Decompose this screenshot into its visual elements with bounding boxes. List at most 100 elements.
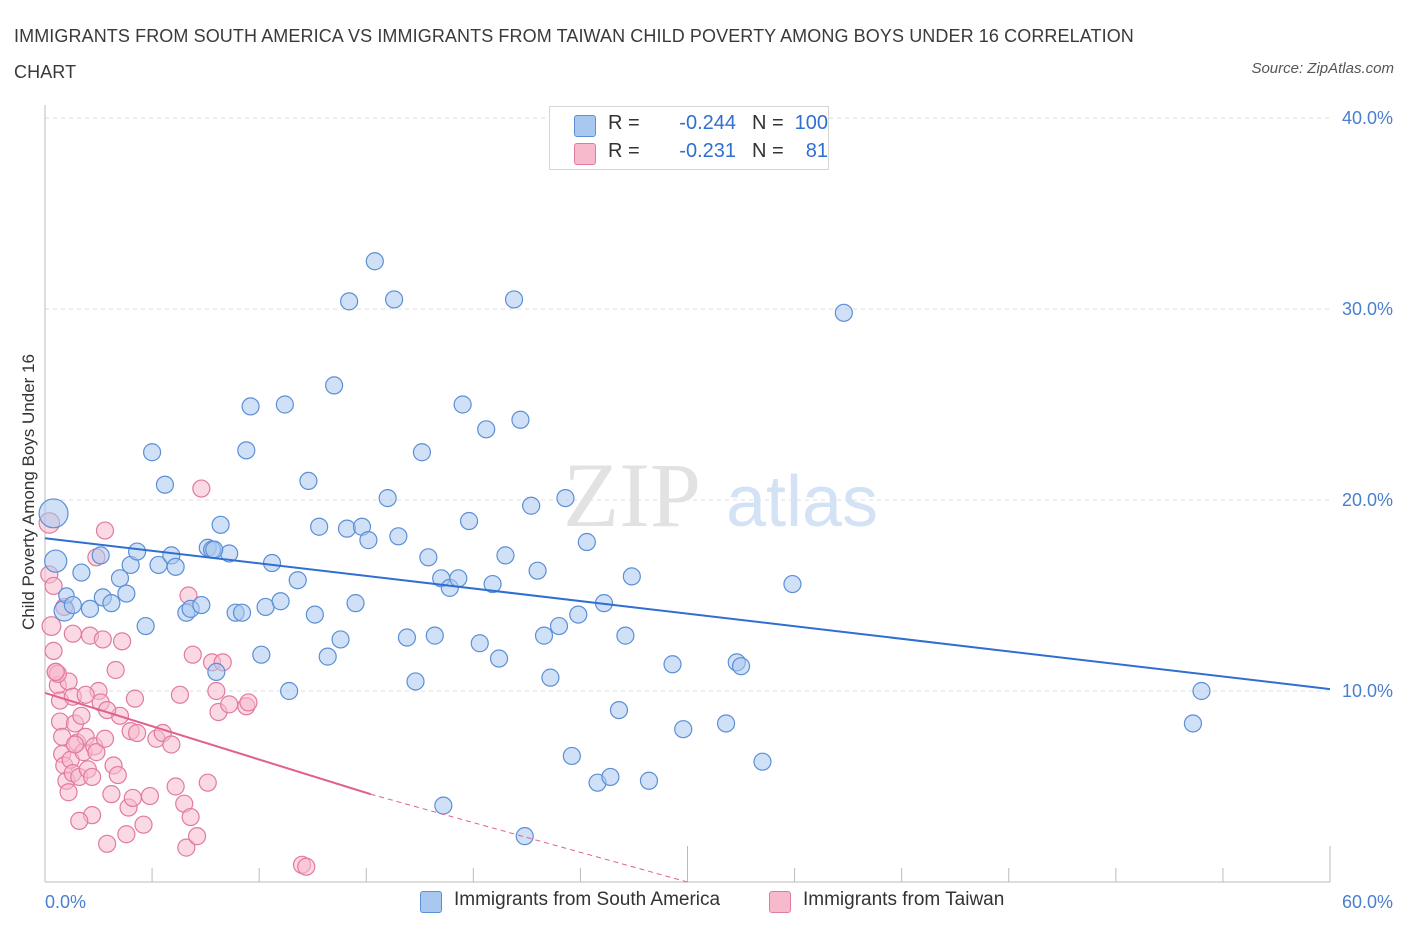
point-south-america <box>549 616 569 636</box>
watermark-zip: ZIP <box>563 444 701 546</box>
watermark: ZIP atlas <box>563 444 878 546</box>
point-south-america <box>477 420 496 439</box>
point-south-america <box>299 471 318 490</box>
legend-swatch-blue <box>420 891 442 913</box>
legend-n-value: 100 <box>794 112 828 134</box>
legend-n-value: 81 <box>805 140 828 162</box>
point-south-america <box>716 714 736 733</box>
point-taiwan <box>46 662 65 682</box>
point-south-america <box>459 511 479 531</box>
point-south-america <box>569 605 588 624</box>
point-taiwan <box>198 773 217 792</box>
series-south-america-points <box>38 252 1211 846</box>
point-taiwan <box>108 765 127 785</box>
point-south-america <box>310 517 329 536</box>
legend-label: Immigrants from Taiwan <box>803 889 1005 910</box>
point-south-america <box>305 605 324 624</box>
point-taiwan <box>72 706 91 725</box>
series-taiwan-points <box>38 479 316 876</box>
x-tick-label-max: 60.0% <box>1342 892 1393 912</box>
point-taiwan <box>102 785 121 804</box>
point-south-america <box>80 599 100 618</box>
point-south-america <box>622 567 641 586</box>
point-south-america <box>91 546 110 565</box>
point-south-america <box>378 488 397 508</box>
legend-n-label: N = <box>752 112 784 134</box>
trendline-taiwan-extension <box>370 793 688 883</box>
point-taiwan <box>44 576 63 596</box>
point-south-america <box>271 592 290 611</box>
point-south-america <box>1183 714 1203 733</box>
point-south-america <box>262 553 282 573</box>
point-taiwan <box>87 743 106 762</box>
point-taiwan <box>220 695 239 714</box>
point-south-america <box>753 752 772 771</box>
point-taiwan <box>134 815 153 834</box>
point-south-america <box>325 376 344 395</box>
source-note: Source: ZipAtlas.com <box>1251 60 1394 77</box>
point-south-america <box>318 647 337 666</box>
point-south-america <box>38 498 69 529</box>
point-south-america <box>166 557 185 576</box>
legend-swatch-pink <box>574 143 596 165</box>
point-south-america <box>434 796 453 815</box>
y-tick-label: 20.0% <box>1342 490 1393 510</box>
point-south-america <box>288 571 307 590</box>
point-south-america <box>511 410 530 429</box>
point-south-america <box>453 395 472 414</box>
point-south-america <box>528 561 547 580</box>
point-south-america <box>346 594 365 613</box>
point-taiwan <box>83 767 102 787</box>
point-south-america <box>504 290 524 309</box>
point-south-america <box>192 595 211 615</box>
point-south-america <box>136 616 155 636</box>
point-south-america <box>731 657 751 676</box>
point-south-america <box>337 519 357 538</box>
point-south-america <box>834 303 853 322</box>
point-south-america <box>102 594 121 613</box>
point-taiwan <box>187 827 207 846</box>
point-taiwan <box>123 788 142 808</box>
legend-r-value: -0.231 <box>679 140 736 162</box>
point-taiwan <box>140 786 160 806</box>
point-south-america <box>359 531 378 550</box>
point-south-america <box>556 488 575 508</box>
watermark-atlas: atlas <box>726 462 878 542</box>
point-south-america <box>232 603 252 622</box>
point-south-america <box>389 527 408 546</box>
point-taiwan <box>192 479 211 498</box>
y-tick-label: 40.0% <box>1342 108 1393 128</box>
point-taiwan <box>183 645 202 664</box>
point-taiwan <box>59 783 78 802</box>
point-south-america <box>639 771 659 790</box>
point-south-america <box>384 290 404 309</box>
x-tick-label-min: 0.0% <box>45 892 86 912</box>
legend-label: Immigrants from South America <box>454 889 721 910</box>
legend-r-label: R = <box>608 140 640 162</box>
legend-swatch-pink <box>769 891 791 913</box>
point-south-america <box>406 672 425 691</box>
point-taiwan <box>162 735 181 754</box>
point-south-america <box>207 662 226 682</box>
point-south-america <box>577 532 596 552</box>
point-taiwan <box>76 685 95 704</box>
point-south-america <box>674 720 693 739</box>
point-south-america <box>280 681 299 701</box>
point-south-america <box>534 626 554 645</box>
point-taiwan <box>117 825 136 844</box>
point-south-america <box>609 700 629 720</box>
point-south-america <box>205 540 224 559</box>
point-taiwan <box>93 630 112 649</box>
point-south-america <box>72 563 91 582</box>
point-taiwan <box>63 624 82 643</box>
point-south-america <box>127 542 147 561</box>
point-south-america <box>449 569 468 588</box>
point-south-america <box>496 546 515 565</box>
legend-n-label: N = <box>752 140 784 162</box>
point-taiwan <box>239 693 258 712</box>
tick-labels: 10.0% 20.0% 30.0% 40.0% 0.0% 60.0% <box>45 108 1393 912</box>
point-south-america <box>110 569 130 588</box>
point-south-america <box>331 630 350 649</box>
point-south-america <box>63 595 82 615</box>
point-south-america <box>252 645 271 664</box>
